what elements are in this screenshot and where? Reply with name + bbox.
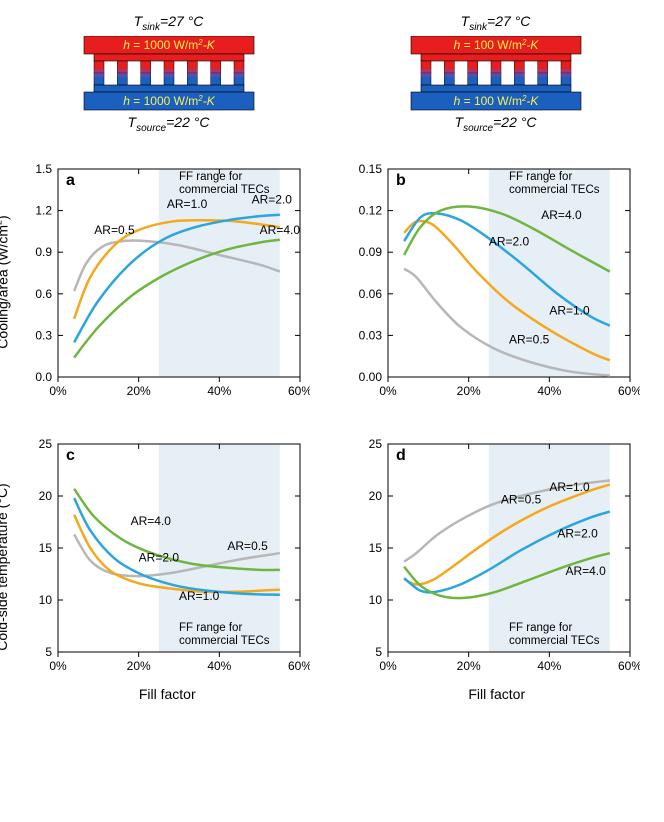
- svg-text:FF range for: FF range for: [509, 171, 572, 183]
- svg-text:0.3: 0.3: [35, 328, 52, 342]
- svg-text:20%: 20%: [127, 659, 151, 673]
- svg-text:AR=2.0: AR=2.0: [557, 526, 598, 540]
- t-source-label-right: Tsource=22 °C: [455, 114, 537, 134]
- svg-text:15: 15: [39, 541, 53, 555]
- panel-a-cell: Cooling/area (W/cm2) 0%20%40%60%0.00.30.…: [10, 157, 325, 407]
- svg-text:FF range for: FF range for: [509, 622, 572, 634]
- xlabel-c: Fill factor: [10, 686, 325, 702]
- svg-text:d: d: [396, 447, 406, 464]
- diagram-row: Tsink=27 °C h = 1000 W/m2-Kh = 1000 W/m2…: [5, 10, 659, 137]
- svg-text:AR=1.0: AR=1.0: [549, 303, 590, 317]
- svg-text:20%: 20%: [127, 384, 151, 398]
- svg-text:AR=1.0: AR=1.0: [167, 196, 208, 210]
- svg-text:20%: 20%: [456, 659, 480, 673]
- svg-text:0.09: 0.09: [358, 245, 382, 259]
- diagram-left: Tsink=27 °C h = 1000 W/m2-Kh = 1000 W/m2…: [29, 10, 309, 137]
- svg-text:0%: 0%: [379, 659, 397, 673]
- svg-text:0.6: 0.6: [35, 286, 52, 300]
- svg-text:h = 1000 W/m2-K: h = 1000 W/m2-K: [123, 37, 216, 52]
- svg-text:AR=2.0: AR=2.0: [488, 234, 529, 248]
- svg-text:20: 20: [368, 489, 382, 503]
- svg-text:AR=4.0: AR=4.0: [565, 564, 606, 578]
- svg-text:AR=0.5: AR=0.5: [500, 492, 541, 506]
- xlabel-d: Fill factor: [340, 686, 655, 702]
- svg-text:1.2: 1.2: [35, 203, 52, 217]
- svg-text:FF range for: FF range for: [179, 622, 242, 634]
- svg-text:FF range for: FF range for: [179, 171, 242, 183]
- svg-text:AR=0.5: AR=0.5: [509, 332, 550, 346]
- svg-text:0.12: 0.12: [358, 203, 382, 217]
- svg-text:0.00: 0.00: [358, 370, 382, 384]
- panel-c: 0% 20% 40% 60% 5 10 15 20 25 AR=0.5 AR=1.0 AR=2.0 AR…: [10, 432, 310, 682]
- panel-a: 0% 20% 40% 60% 0.0 0.3 0.6 0.9 1.2 1.5 AR=0.5 AR=1.…: [10, 157, 310, 407]
- tec-diagram-left: h = 1000 W/m2-K h = 1000 W/m2-K: [69, 36, 269, 111]
- svg-text:0.15: 0.15: [358, 162, 382, 176]
- svg-text:b: b: [396, 172, 406, 189]
- svg-text:0%: 0%: [379, 384, 397, 398]
- svg-text:40%: 40%: [207, 384, 231, 398]
- svg-text:AR=4.0: AR=4.0: [131, 514, 172, 528]
- panel-d: 0% 20% 40% 60% 5 10 15 20 25 AR=0.5 AR=1.0 AR=2.0 AR…: [340, 432, 640, 682]
- svg-text:20: 20: [39, 489, 53, 503]
- svg-text:AR=1.0: AR=1.0: [549, 479, 590, 493]
- svg-text:0%: 0%: [49, 659, 67, 673]
- svg-text:10: 10: [368, 593, 382, 607]
- svg-text:1.5: 1.5: [35, 162, 52, 176]
- svg-text:25: 25: [39, 437, 53, 451]
- panel-c-cell: Cold-side temperature (°C) 0%20%40%60%51…: [10, 432, 325, 702]
- svg-text:commercial TECs: commercial TECs: [509, 635, 600, 647]
- svg-text:h = 100 W/m2-K: h = 100 W/m2-K: [453, 37, 539, 52]
- ylabel-temp: Cold-side temperature (°C): [0, 483, 10, 650]
- svg-text:0.06: 0.06: [358, 286, 382, 300]
- svg-text:0.03: 0.03: [358, 328, 382, 342]
- svg-text:AR=4.0: AR=4.0: [260, 223, 301, 237]
- svg-text:AR=4.0: AR=4.0: [541, 208, 582, 222]
- svg-text:60%: 60%: [617, 659, 639, 673]
- figure-root: { "diagrams": { "left": { "t_sink": "Tₛᵢ…: [0, 0, 664, 717]
- svg-text:0.0: 0.0: [35, 370, 52, 384]
- svg-text:20%: 20%: [456, 384, 480, 398]
- svg-text:15: 15: [368, 541, 382, 555]
- ylabel-cooling: Cooling/area (W/cm2): [0, 215, 10, 348]
- svg-text:AR=2.0: AR=2.0: [139, 550, 180, 564]
- tec-diagram-right: h = 100 W/m2-K h = 100 W/m2-K: [396, 36, 596, 111]
- t-sink-label-right: Tsink=27 °C: [461, 13, 531, 33]
- svg-text:commercial TECs: commercial TECs: [509, 184, 600, 196]
- diagram-right: Tsink=27 °C h = 100 W/m2-Kh = 100 W/m2-K…: [356, 10, 636, 137]
- svg-text:40%: 40%: [537, 659, 561, 673]
- panel-b-cell: 0% 20% 40% 60% 0.00 0.03 0.06 0.09 0.12 0.15 AR=0.…: [340, 157, 655, 407]
- svg-text:commercial TECs: commercial TECs: [179, 184, 270, 196]
- svg-text:40%: 40%: [207, 659, 231, 673]
- svg-text:10: 10: [39, 593, 53, 607]
- svg-text:0.9: 0.9: [35, 245, 52, 259]
- svg-text:60%: 60%: [288, 384, 310, 398]
- svg-text:25: 25: [368, 437, 382, 451]
- svg-text:5: 5: [375, 645, 382, 659]
- svg-text:AR=0.5: AR=0.5: [227, 539, 268, 553]
- svg-text:commercial TECs: commercial TECs: [179, 635, 270, 647]
- svg-text:h = 1000 W/m2-K: h = 1000 W/m2-K: [123, 93, 216, 108]
- svg-text:5: 5: [45, 645, 52, 659]
- svg-text:40%: 40%: [537, 384, 561, 398]
- panel-d-cell: 0% 20% 40% 60% 5 10 15 20 25 AR=0.5 AR=1.0 AR=2.0 AR…: [340, 432, 655, 702]
- svg-text:c: c: [66, 447, 75, 464]
- svg-text:60%: 60%: [288, 659, 310, 673]
- svg-text:AR=1.0: AR=1.0: [179, 589, 220, 603]
- charts-grid: Cooling/area (W/cm2) 0%20%40%60%0.00.30.…: [5, 152, 659, 707]
- svg-text:h = 100 W/m2-K: h = 100 W/m2-K: [453, 93, 539, 108]
- svg-text:a: a: [66, 172, 75, 189]
- t-sink-label-left: Tsink=27 °C: [134, 13, 204, 33]
- t-source-label-left: Tsource=22 °C: [128, 114, 210, 134]
- svg-text:AR=0.5: AR=0.5: [94, 223, 135, 237]
- svg-text:0%: 0%: [49, 384, 67, 398]
- panel-b: 0% 20% 40% 60% 0.00 0.03 0.06 0.09 0.12 0.15 AR=0.…: [340, 157, 640, 407]
- svg-text:60%: 60%: [617, 384, 639, 398]
